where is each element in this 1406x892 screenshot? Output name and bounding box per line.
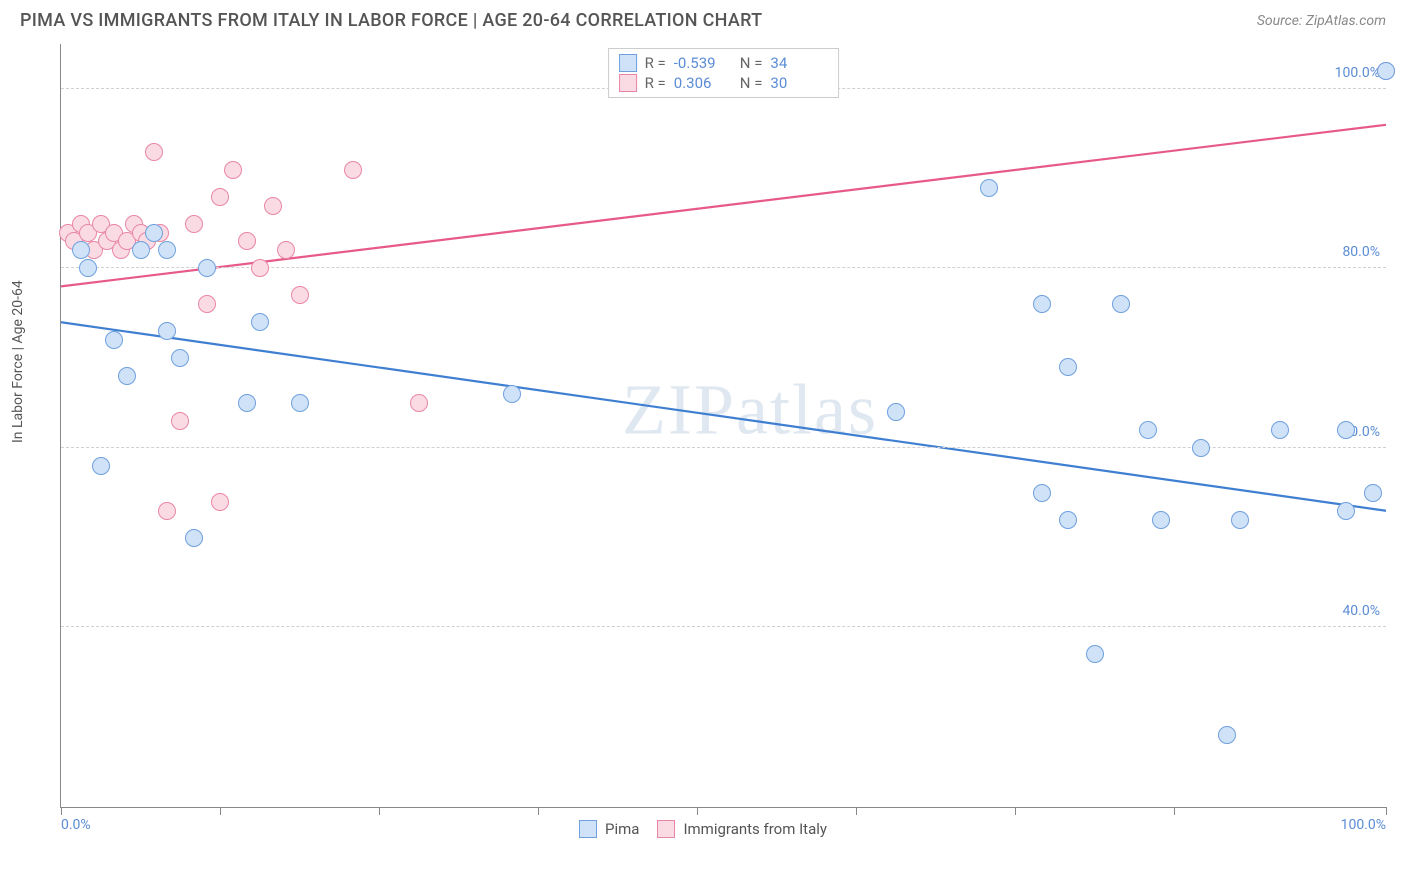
scatter-point [1033, 484, 1051, 502]
correlation-legend: R = -0.539 N = 34 R = 0.306 N = 30 [608, 48, 840, 98]
scatter-point [158, 241, 176, 259]
gridline-h [61, 447, 1386, 448]
scatter-point [145, 143, 163, 161]
scatter-point [264, 197, 282, 215]
chart-area: In Labor Force | Age 20-64 ZIPatlas R =-… [20, 44, 1386, 842]
legend-r-value: 0.306 [674, 74, 732, 92]
scatter-point [198, 295, 216, 313]
scatter-point [211, 493, 229, 511]
x-tick [61, 807, 62, 815]
legend-n-value: 34 [770, 54, 828, 72]
x-tick [220, 807, 221, 815]
x-tick [856, 807, 857, 815]
x-tick-label: 0.0% [61, 817, 91, 833]
x-tick-label: 100.0% [1341, 817, 1386, 833]
trend-lines [61, 44, 1386, 807]
legend-swatch [619, 74, 637, 92]
legend-n-value: 30 [770, 74, 828, 92]
legend-series-label: Immigrants from Italy [683, 820, 827, 838]
legend-row: R = -0.539 N = 34 [619, 53, 829, 73]
scatter-point [158, 322, 176, 340]
scatter-point [92, 457, 110, 475]
legend-swatch [579, 820, 597, 838]
y-tick-label: 40.0% [1342, 603, 1380, 619]
series-legend: Pima Immigrants from Italy [579, 820, 827, 838]
scatter-point [1231, 511, 1249, 529]
scatter-point [238, 394, 256, 412]
scatter-point [1218, 726, 1236, 744]
scatter-point [1112, 295, 1130, 313]
scatter-point [224, 161, 242, 179]
scatter-point [251, 313, 269, 331]
scatter-point [1033, 295, 1051, 313]
legend-swatch [657, 820, 675, 838]
legend-n-label: N = [740, 74, 763, 92]
scatter-point [291, 286, 309, 304]
scatter-point [72, 241, 90, 259]
scatter-point [118, 367, 136, 385]
legend-r-value: -0.539 [674, 54, 732, 72]
scatter-point [238, 232, 256, 250]
x-tick [379, 807, 380, 815]
legend-row: R = 0.306 N = 30 [619, 73, 829, 93]
scatter-point [185, 529, 203, 547]
scatter-point [211, 188, 229, 206]
legend-swatch [619, 54, 637, 72]
y-axis-label: In Labor Force | Age 20-64 [10, 280, 26, 443]
x-tick [1015, 807, 1016, 815]
y-tick-label: 80.0% [1342, 244, 1380, 260]
scatter-point [1377, 62, 1395, 80]
scatter-point [277, 241, 295, 259]
scatter-point [344, 161, 362, 179]
scatter-point [132, 241, 150, 259]
scatter-point [145, 224, 163, 242]
scatter-point [1059, 511, 1077, 529]
x-tick [538, 807, 539, 815]
chart-title: PIMA VS IMMIGRANTS FROM ITALY IN LABOR F… [20, 10, 762, 31]
legend-item: Pima [579, 820, 639, 838]
trend-line [61, 322, 1386, 511]
legend-r-label: R = [645, 74, 666, 92]
scatter-point [1059, 358, 1077, 376]
scatter-point [1337, 502, 1355, 520]
scatter-point [1337, 421, 1355, 439]
x-tick [1174, 807, 1175, 815]
scatter-point [1192, 439, 1210, 457]
scatter-point [171, 412, 189, 430]
legend-n-label: N = [740, 54, 763, 72]
x-tick [697, 807, 698, 815]
scatter-point [1139, 421, 1157, 439]
legend-series-label: Pima [605, 820, 639, 838]
scatter-point [291, 394, 309, 412]
scatter-point [887, 403, 905, 421]
chart-header: PIMA VS IMMIGRANTS FROM ITALY IN LABOR F… [0, 0, 1406, 37]
scatter-point [503, 385, 521, 403]
plot-area: ZIPatlas R = -0.539 N = 34 R = 0.306 N = 30 40.… [60, 44, 1386, 808]
scatter-point [1152, 511, 1170, 529]
legend-item: Immigrants from Italy [657, 820, 827, 838]
x-tick [1386, 807, 1387, 815]
watermark: ZIPatlas [622, 369, 878, 452]
y-tick-label: 100.0% [1335, 65, 1380, 81]
source-attribution: Source: ZipAtlas.com [1257, 13, 1386, 29]
scatter-point [158, 502, 176, 520]
scatter-point [251, 259, 269, 277]
scatter-point [410, 394, 428, 412]
scatter-point [171, 349, 189, 367]
scatter-point [1364, 484, 1382, 502]
scatter-point [1086, 645, 1104, 663]
scatter-point [185, 215, 203, 233]
scatter-point [198, 259, 216, 277]
scatter-point [1271, 421, 1289, 439]
scatter-point [980, 179, 998, 197]
gridline-h [61, 626, 1386, 627]
scatter-point [79, 259, 97, 277]
scatter-point [105, 331, 123, 349]
legend-r-label: R = [645, 54, 666, 72]
